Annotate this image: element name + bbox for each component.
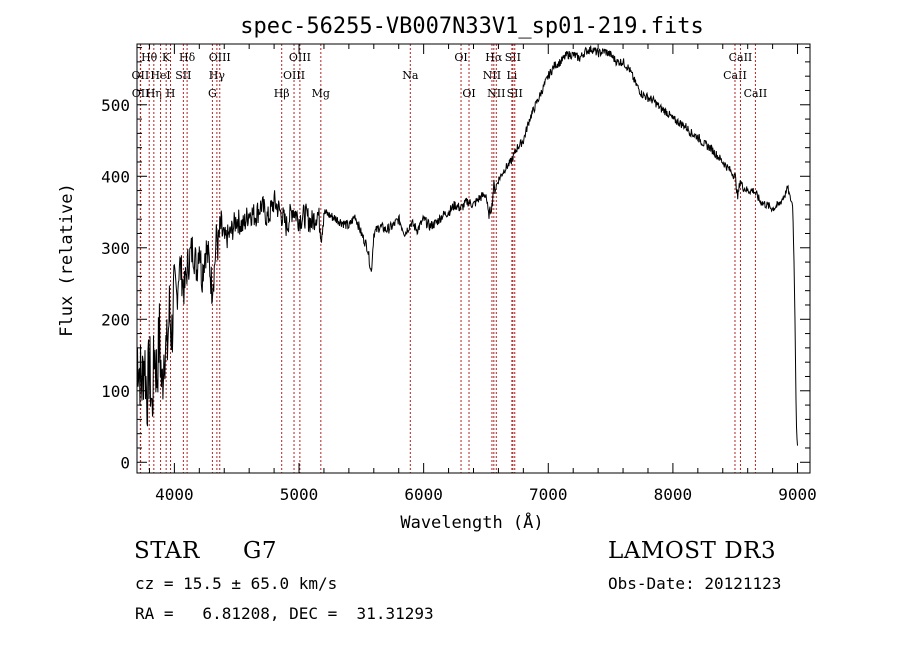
object-class: STAR — [134, 538, 200, 564]
line-label-9: Hγ — [209, 69, 226, 82]
line-label-17: OI — [454, 51, 467, 64]
line-label-14: OIII — [289, 51, 311, 64]
line-label-1: OII — [132, 69, 150, 82]
survey-name: LAMOST DR3 — [608, 538, 777, 564]
y-tick-label-4: 400 — [101, 167, 130, 186]
line-label-8: Hδ — [179, 51, 196, 64]
obs-date: Obs-Date: 20121123 — [608, 574, 782, 593]
line-label-4: HeI — [150, 69, 170, 82]
line-label-2: OII — [132, 87, 150, 100]
line-label-21: NII — [487, 87, 505, 100]
plot-area: HθOIIOIIHηHeIKHSIIHδHγGOIIIHβOIIIOIIIMgN… — [132, 44, 798, 473]
line-label-5: K — [162, 51, 171, 64]
line-label-3: Hη — [146, 87, 162, 100]
line-label-20: Hα — [485, 51, 503, 64]
x-tick-label-4: 8000 — [654, 485, 693, 504]
x-tick-label-3: 7000 — [529, 485, 568, 504]
y-tick-label-3: 300 — [101, 239, 130, 258]
redshift-label: cz = 15.5 ± 65.0 km/s — [135, 574, 338, 593]
line-label-11: OIII — [209, 51, 231, 64]
line-label-27: CaII — [744, 87, 768, 100]
y-tick-label-5: 500 — [101, 96, 130, 115]
line-label-0: Hθ — [141, 51, 158, 64]
line-label-25: CaII — [723, 69, 747, 82]
x-tick-label-2: 6000 — [404, 485, 443, 504]
flux-series-line — [136, 45, 798, 446]
y-axis-label: Flux (relative) — [57, 183, 77, 337]
line-label-26: CaII — [729, 51, 753, 64]
line-label-22: Li — [506, 69, 517, 82]
line-label-16: Na — [402, 69, 419, 82]
coordinates: RA = 6.81208, DEC = 31.31293 — [135, 604, 434, 623]
line-label-7: SII — [175, 69, 191, 82]
y-tick-label-1: 100 — [101, 382, 130, 401]
line-label-10: G — [208, 87, 217, 100]
line-label-19: NII — [483, 69, 501, 82]
x-tick-label-5: 9000 — [778, 485, 817, 504]
line-label-13: OIII — [283, 69, 305, 82]
plot-frame — [136, 43, 811, 474]
line-label-18: OI — [462, 87, 475, 100]
line-label-24: SII — [507, 87, 523, 100]
x-axis-label: Wavelength (Å) — [400, 511, 543, 533]
line-label-23: SII — [505, 51, 521, 64]
line-label-6: H — [166, 87, 176, 100]
chart-title: spec-56255-VB007N33V1_sp01-219.fits — [240, 14, 704, 39]
axes: 4000 5000 6000 7000 8000 9000 0 100 200 300 400 500 — [101, 44, 817, 504]
y-tick-label-2: 200 — [101, 310, 130, 329]
y-tick-label-0: 0 — [120, 453, 130, 472]
subclass: G7 — [243, 538, 278, 564]
line-label-12: Hβ — [274, 87, 290, 100]
x-tick-label-1: 5000 — [280, 485, 319, 504]
x-tick-label-0: 4000 — [155, 485, 194, 504]
line-label-15: Mg — [312, 87, 330, 100]
